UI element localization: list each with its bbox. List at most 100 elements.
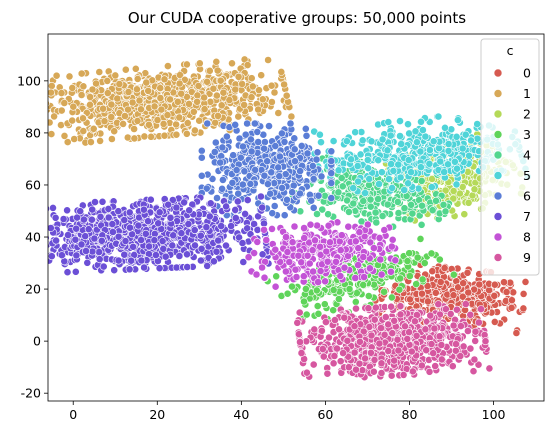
point-4	[378, 212, 387, 220]
point-6	[229, 151, 238, 160]
point-9	[474, 318, 483, 327]
point-1	[22, 94, 29, 101]
point-7	[227, 222, 235, 230]
point-6	[218, 184, 226, 193]
point-1	[100, 117, 109, 126]
point-7	[158, 237, 167, 245]
point-1	[140, 132, 149, 141]
point-1	[228, 59, 236, 68]
point-6	[239, 142, 247, 151]
point-6	[241, 130, 250, 139]
point-6	[218, 175, 227, 184]
point-1	[70, 135, 79, 143]
point-6	[308, 161, 317, 170]
point-9	[336, 357, 345, 366]
point-5	[435, 144, 443, 153]
point-9	[417, 361, 426, 370]
point-7	[243, 196, 252, 204]
point-5	[411, 127, 420, 136]
point-9	[333, 344, 341, 353]
point-4	[417, 220, 426, 229]
point-7	[141, 229, 150, 238]
point-3	[387, 293, 396, 302]
point-6	[280, 137, 289, 146]
point-6	[211, 138, 220, 147]
point-5	[358, 136, 367, 145]
point-9	[452, 305, 461, 314]
point-6	[309, 203, 318, 212]
point-6	[291, 157, 299, 166]
point-7	[175, 252, 184, 260]
point-1	[110, 127, 119, 136]
point-6	[277, 129, 286, 138]
point-4	[338, 182, 347, 191]
point-8	[306, 220, 315, 229]
point-7	[22, 246, 29, 253]
point-8	[252, 270, 261, 279]
point-5	[465, 151, 473, 160]
point-1	[211, 118, 220, 127]
point-6	[281, 170, 290, 179]
point-5	[385, 175, 393, 183]
point-5	[440, 168, 449, 176]
point-8	[359, 253, 368, 261]
point-7	[134, 221, 143, 230]
point-8	[314, 278, 322, 286]
point-1	[121, 65, 130, 74]
point-1	[219, 88, 228, 97]
point-1	[57, 106, 66, 115]
point-3	[396, 274, 405, 283]
point-1	[189, 107, 198, 116]
point-4	[344, 207, 353, 216]
point-7	[183, 263, 192, 271]
point-8	[282, 233, 290, 241]
point-3	[405, 272, 414, 280]
point-4	[432, 196, 440, 205]
point-7	[205, 212, 214, 221]
point-6	[301, 124, 310, 133]
point-3	[301, 284, 310, 293]
point-7	[253, 225, 262, 234]
point-1	[99, 104, 107, 113]
point-4	[383, 200, 392, 209]
point-1	[255, 86, 263, 95]
point-1	[258, 95, 267, 104]
point-9	[470, 355, 479, 364]
point-1	[217, 101, 226, 110]
point-1	[63, 138, 72, 146]
point-5	[467, 136, 475, 145]
point-2	[470, 185, 479, 194]
point-3	[272, 272, 281, 281]
point-1	[26, 113, 33, 120]
point-1	[103, 89, 112, 97]
point-6	[275, 152, 284, 161]
point-1	[50, 112, 58, 121]
point-5	[356, 150, 365, 159]
point-1	[153, 116, 162, 124]
point-7	[231, 214, 240, 222]
point-4	[372, 218, 381, 227]
point-8	[375, 233, 384, 242]
point-1	[212, 57, 221, 66]
point-1	[182, 60, 191, 69]
point-8	[316, 267, 325, 275]
point-0	[490, 280, 499, 289]
point-9	[459, 342, 468, 351]
point-1	[123, 133, 132, 142]
point-5	[404, 120, 412, 129]
point-2	[449, 187, 458, 195]
point-8	[323, 257, 332, 266]
point-7	[99, 262, 108, 271]
point-5	[387, 160, 395, 168]
point-0	[463, 268, 472, 277]
point-1	[150, 102, 159, 111]
point-5	[444, 160, 452, 169]
point-6	[250, 119, 259, 128]
point-1	[86, 93, 94, 101]
point-0	[440, 264, 449, 272]
point-1	[79, 114, 87, 123]
point-6	[286, 119, 295, 128]
point-8	[387, 242, 396, 251]
point-1	[95, 68, 104, 76]
point-8	[305, 259, 314, 268]
